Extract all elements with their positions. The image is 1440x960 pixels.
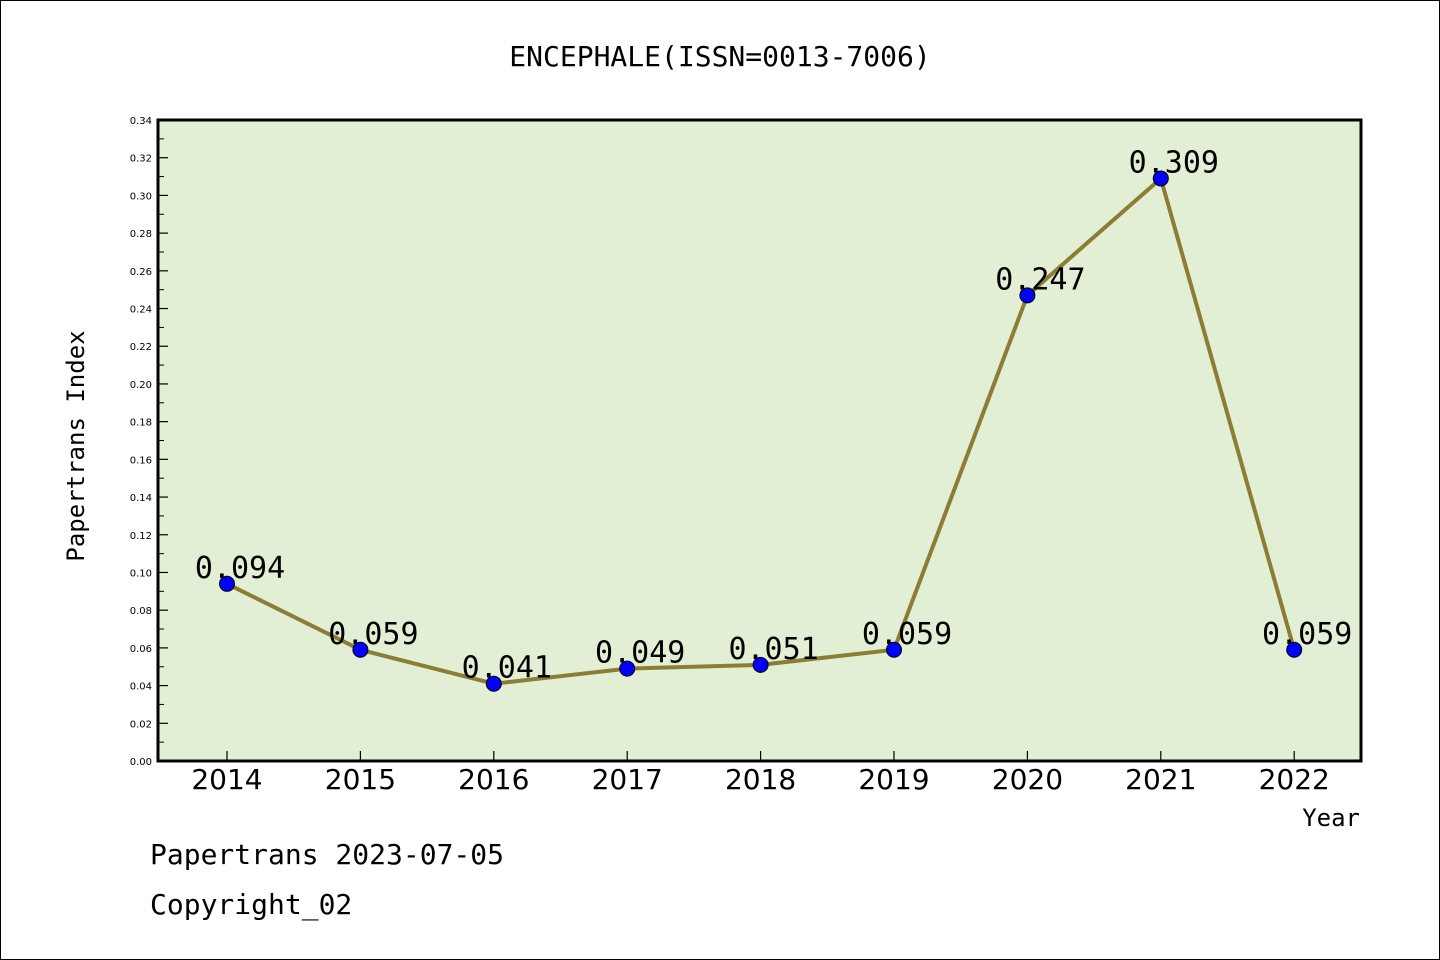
data-point bbox=[485, 675, 502, 692]
data-point bbox=[1152, 170, 1169, 187]
data-label: 0.309 bbox=[1129, 145, 1219, 180]
y-tick-label: 0.28 bbox=[130, 229, 152, 240]
y-tick-label: 0.22 bbox=[130, 342, 152, 353]
data-label: 0.041 bbox=[462, 651, 552, 686]
x-tick-label: 2021 bbox=[1125, 763, 1196, 796]
x-tick-label: 2022 bbox=[1259, 763, 1330, 796]
data-label: 0.051 bbox=[728, 632, 818, 667]
y-tick-label: 0.02 bbox=[130, 719, 152, 730]
x-axis-label: Year bbox=[1302, 804, 1360, 832]
y-axis: 0.00 0.02 0.04 0.06 0.08 0.10 0.12 0.14 0.16 0.18… bbox=[130, 116, 168, 768]
x-tick-label: 2016 bbox=[458, 763, 529, 796]
data-labels: 0.094 0.059 0.041 0.049 0.051 0.059 0.247 0.309… bbox=[195, 145, 1353, 685]
y-tick-label: 0.08 bbox=[130, 606, 152, 617]
series-papertrans-index bbox=[219, 170, 1303, 692]
y-tick-label: 0.30 bbox=[130, 191, 152, 202]
data-label: 0.059 bbox=[328, 617, 418, 652]
y-tick-label: 0.16 bbox=[130, 455, 152, 466]
x-tick-label: 2020 bbox=[992, 763, 1063, 796]
y-axis-label: Papertrans Index bbox=[62, 330, 90, 561]
data-label: 0.059 bbox=[862, 617, 952, 652]
data-point bbox=[752, 656, 769, 673]
y-tick-label: 0.24 bbox=[130, 305, 152, 316]
x-tick-label: 2018 bbox=[725, 763, 796, 796]
data-point bbox=[352, 641, 369, 658]
footer-date: Papertrans 2023-07-05 bbox=[150, 838, 504, 871]
y-tick-label: 0.34 bbox=[130, 116, 152, 127]
x-tick-label: 2019 bbox=[858, 763, 929, 796]
y-tick-label: 0.18 bbox=[130, 418, 152, 429]
data-label: 0.059 bbox=[1262, 617, 1352, 652]
y-tick-label: 0.00 bbox=[130, 757, 152, 768]
y-tick-label: 0.06 bbox=[130, 644, 152, 655]
chart-title: ENCEPHALE(ISSN=0013-7006) bbox=[509, 40, 930, 73]
y-tick-label: 0.14 bbox=[130, 493, 152, 504]
y-tick-label: 0.26 bbox=[130, 267, 152, 278]
data-point bbox=[886, 641, 902, 658]
data-point bbox=[219, 575, 235, 592]
data-point bbox=[1019, 287, 1036, 304]
x-axis: 2014 2015 2016 2017 2018 2019 2020 2021 2022 bbox=[191, 751, 1330, 796]
footer-copyright: Copyright_02 bbox=[150, 888, 352, 922]
y-tick-label: 0.12 bbox=[130, 531, 152, 542]
data-label: 0.049 bbox=[595, 636, 685, 671]
y-tick-label: 0.10 bbox=[130, 568, 152, 579]
y-tick-label: 0.04 bbox=[130, 682, 152, 693]
x-tick-label: 2015 bbox=[325, 763, 396, 796]
data-point bbox=[619, 660, 636, 677]
x-tick-label: 2017 bbox=[592, 763, 663, 796]
x-tick-label: 2014 bbox=[191, 763, 262, 796]
y-tick-label: 0.32 bbox=[130, 154, 152, 165]
data-label: 0.247 bbox=[995, 262, 1085, 297]
data-point bbox=[1286, 641, 1303, 658]
data-label: 0.094 bbox=[195, 551, 285, 586]
y-tick-label: 0.20 bbox=[130, 380, 152, 391]
